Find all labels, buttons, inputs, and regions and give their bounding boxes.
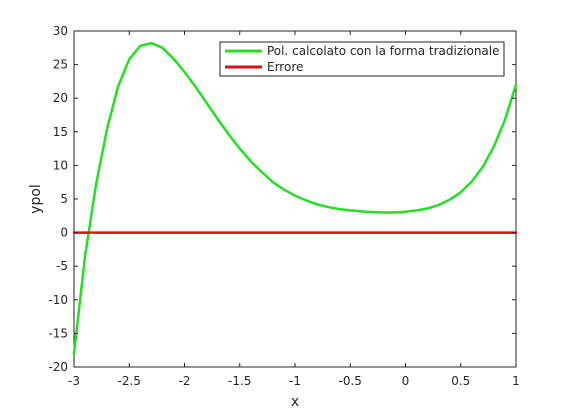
x-tick-label: -1 [289,374,301,388]
x-tick-label: -3 [68,374,80,388]
x-tick-label: -1.5 [228,374,251,388]
y-tick-label: 10 [53,158,68,172]
y-tick-label: -10 [48,293,68,307]
y-tick-label: 15 [53,125,68,139]
legend-box [219,41,505,77]
y-tick-label: 0 [60,226,68,240]
y-axis: -20 -15 -10 -5 0 5 10 15 20 25 30 [48,24,516,374]
series-line-0 [72,41,518,355]
y-tick-label: 5 [60,192,68,206]
y-tick-label: -5 [56,259,68,273]
x-axis-label: x [291,394,299,410]
x-tick-label: -0.5 [339,374,362,388]
legend-label-0: Pol. calcolato con la forma tradizionale [267,44,500,58]
plot-area [73,30,517,368]
legend-label-1: Errore [267,60,303,74]
x-tick-label: 1 [512,374,520,388]
y-axis-label: ypol [28,184,44,214]
x-tick-label: 0.5 [451,374,470,388]
y-tick-label: -15 [48,326,68,340]
legend: Pol. calcolato con la forma tradizionale… [219,41,505,77]
y-tick-label: -20 [48,360,68,374]
x-axis: -3 -2.5 -2 -1.5 -1 -0.5 0 0.5 1 [68,31,520,388]
x-tick-label: 0 [402,374,410,388]
series-layer [72,41,518,355]
y-tick-label: 20 [53,91,68,105]
x-tick-label: -2.5 [118,374,141,388]
y-tick-label: 30 [53,24,68,38]
x-tick-label: -2 [179,374,191,388]
y-tick-label: 25 [53,58,68,72]
